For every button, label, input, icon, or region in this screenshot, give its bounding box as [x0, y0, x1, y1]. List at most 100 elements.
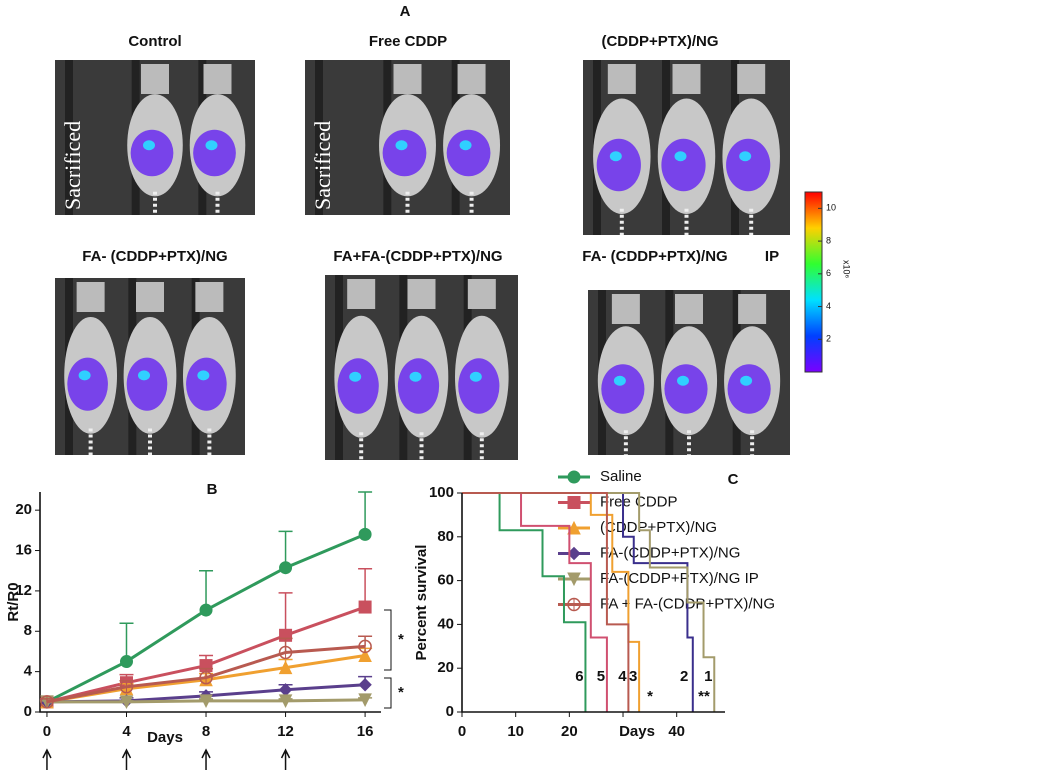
colorbar-tick-label: 4 — [826, 301, 831, 311]
signal-core — [459, 140, 472, 151]
colorbar-tick-label: 10 — [826, 203, 836, 213]
signal — [126, 357, 168, 411]
signal — [446, 129, 491, 177]
colorbar-unit: x10⁶ — [842, 260, 852, 279]
bar — [315, 60, 323, 215]
group-label: 2 — [680, 668, 688, 685]
x-tick-label: 10 — [507, 723, 524, 740]
error-bar — [358, 491, 373, 535]
sacrificed-label: Sacrificed — [310, 121, 335, 210]
y-axis-label: Percent survival — [413, 545, 430, 661]
image-title: FA+FA-(CDDP+PTX)/NG — [333, 248, 502, 265]
y-tick-label: 60 — [437, 572, 454, 589]
marker — [358, 678, 372, 692]
group-label: 6 — [575, 668, 583, 685]
colorbar — [804, 191, 823, 373]
panel-title: C — [728, 471, 739, 488]
signal — [382, 129, 427, 177]
dose-arrow — [280, 748, 291, 770]
signal-core — [469, 371, 482, 382]
y-tick-label: 0 — [446, 703, 454, 720]
x-tick-label: 0 — [43, 723, 51, 740]
holder — [136, 282, 164, 312]
legend-label: FA-(CDDP+PTX)/NG — [600, 544, 740, 561]
holder — [737, 64, 766, 94]
signal — [397, 358, 440, 414]
x-axis-label: Days — [619, 723, 655, 740]
signal-core — [677, 375, 689, 386]
signal-core — [143, 140, 155, 151]
marker — [199, 694, 213, 709]
marker — [358, 693, 372, 708]
legend-label: (CDDP+PTX)/NG — [600, 519, 717, 536]
x-tick-label: 4 — [122, 723, 131, 740]
y-tick-label: 40 — [437, 615, 454, 632]
signal-core — [409, 371, 422, 382]
x-tick-label: 20 — [561, 723, 578, 740]
x-tick-label: 16 — [357, 723, 374, 740]
marker — [278, 660, 293, 675]
survival-curve — [462, 492, 587, 712]
x-tick-label: 40 — [668, 723, 685, 740]
marker — [567, 572, 581, 587]
significance: ** — [698, 688, 710, 705]
y-tick-label: 20 — [437, 659, 454, 676]
signal — [458, 358, 500, 414]
legend-label: Saline — [600, 468, 642, 485]
marker — [199, 603, 213, 617]
colorbar-tick-label: 8 — [826, 235, 831, 245]
signal — [727, 364, 771, 414]
signal-core — [197, 370, 210, 381]
holder — [467, 279, 496, 309]
holder — [195, 282, 224, 312]
significance: * — [647, 688, 653, 705]
signal-core — [609, 151, 622, 162]
holder — [738, 294, 767, 324]
panel-title: B — [207, 481, 218, 498]
significance: * — [398, 684, 404, 701]
y-tick-label: 8 — [24, 622, 32, 639]
panel-label: A — [400, 3, 411, 20]
y-tick-label: 12 — [15, 582, 32, 599]
y-tick-label: 100 — [429, 484, 454, 501]
legend-label: FA-(CDDP+PTX)/NG IP — [600, 570, 759, 587]
holder — [141, 64, 169, 94]
holder — [76, 282, 105, 312]
marker — [358, 648, 372, 662]
y-tick-label: 4 — [24, 663, 33, 680]
holder — [672, 64, 701, 94]
signal-core — [740, 375, 753, 386]
signal-core — [395, 140, 408, 151]
image-title: (CDDP+PTX)/NG — [601, 33, 718, 50]
signal — [661, 138, 706, 192]
marker — [119, 695, 134, 710]
bar — [65, 60, 73, 215]
holder — [611, 294, 640, 324]
sacrificed-label: Sacrificed — [60, 121, 85, 210]
signal — [601, 364, 645, 414]
marker — [278, 683, 293, 697]
holder — [407, 279, 436, 309]
significance: * — [398, 631, 404, 648]
error-bar — [278, 592, 293, 636]
signal — [186, 357, 227, 411]
marker — [279, 561, 293, 575]
ip-label: IP — [765, 248, 779, 265]
marker — [567, 496, 581, 509]
survival-curve — [462, 492, 694, 712]
x-axis-label: Days — [147, 729, 183, 746]
signal — [337, 358, 379, 414]
y-tick-label: 0 — [24, 703, 32, 720]
marker — [567, 470, 581, 484]
holder — [347, 279, 376, 309]
survival-curve — [462, 492, 608, 712]
marker — [567, 520, 581, 535]
group-label: 3 — [629, 668, 637, 685]
group-label: 5 — [597, 668, 605, 685]
survival-curve — [462, 492, 641, 712]
marker — [119, 655, 133, 669]
signal-core — [138, 370, 150, 381]
signal — [67, 357, 108, 411]
dose-arrow — [42, 748, 52, 770]
